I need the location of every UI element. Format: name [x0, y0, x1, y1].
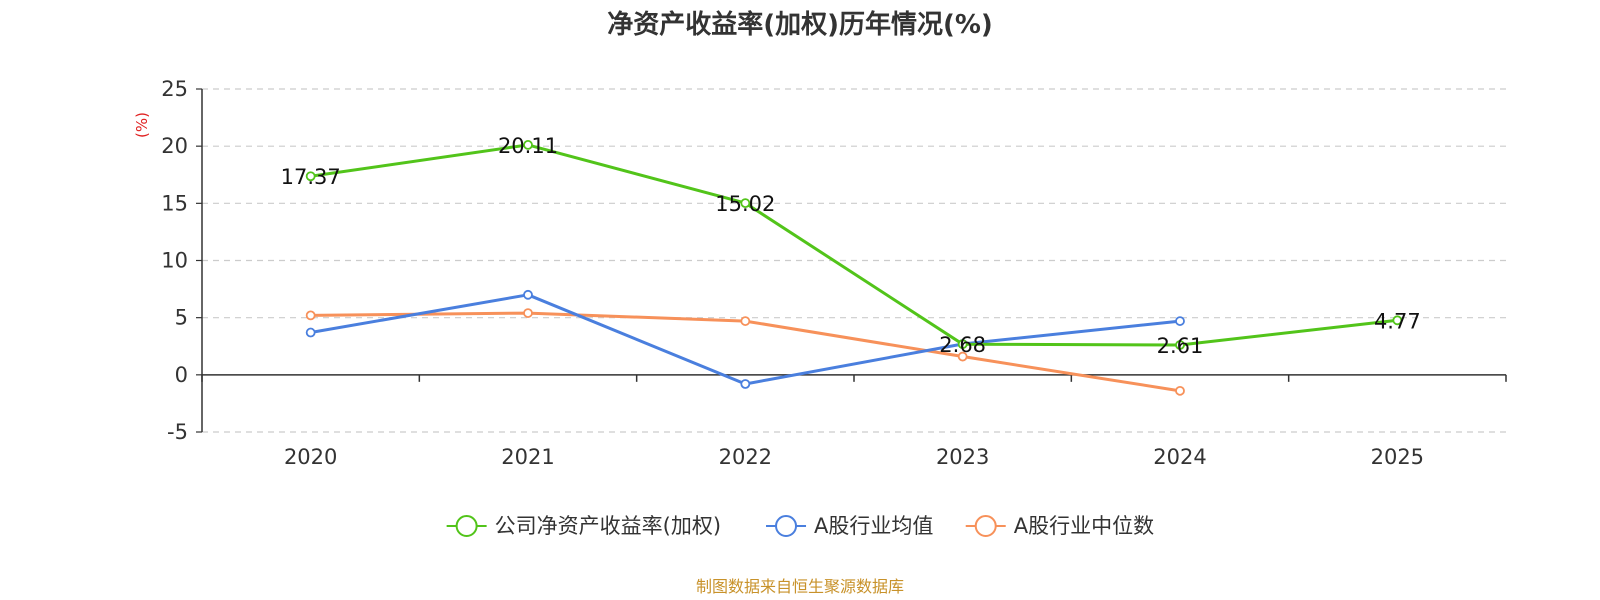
data-point[interactable]	[957, 351, 968, 362]
data-point[interactable]	[1175, 340, 1185, 350]
legend-item[interactable]: A股行业中位数	[965, 514, 1154, 538]
data-labels: 17.37 20.11 15.02 2.68 2.61 4.77	[281, 134, 1421, 358]
x-tick-label: 2025	[1371, 445, 1424, 469]
data-label: 2.61	[1157, 334, 1204, 358]
x-tick-label: 2022	[719, 445, 772, 469]
data-point[interactable]	[957, 339, 968, 350]
data-point[interactable]	[740, 316, 751, 326]
legend-marker	[775, 515, 798, 537]
data-point[interactable]	[1392, 315, 1403, 326]
data-point[interactable]	[523, 140, 533, 150]
data-point[interactable]	[1175, 316, 1185, 326]
chart-title: 净资产收益率(加权)历年情况(%)	[607, 9, 993, 40]
data-point[interactable]	[305, 171, 316, 182]
y-tick-label: 20	[161, 134, 188, 158]
legend-marker	[455, 515, 478, 537]
data-point[interactable]	[740, 379, 751, 389]
legend-item[interactable]: A股行业均值	[766, 514, 933, 538]
x-tick-label: 2020	[284, 445, 337, 469]
x-tick-label: 2023	[936, 445, 989, 469]
y-tick-label: 10	[161, 249, 188, 273]
legend[interactable]: 公司净资产收益率(加权) A股行业均值 A股行业中位数	[446, 514, 1154, 538]
data-label: 15.02	[715, 192, 775, 216]
y-tick-label: 0	[175, 363, 188, 387]
series-line	[310, 143, 1398, 347]
x-tick-label: 2024	[1153, 445, 1206, 469]
y-tick-label: 5	[175, 306, 188, 330]
legend-marker	[974, 515, 997, 537]
y-tick-label: 25	[161, 77, 188, 101]
data-point[interactable]	[740, 198, 751, 209]
x-tick-label: 2021	[501, 445, 554, 469]
y-tick-label: 15	[161, 191, 188, 215]
data-label: 4.77	[1374, 309, 1421, 333]
data-point[interactable]	[523, 289, 533, 300]
data-point[interactable]	[305, 327, 316, 338]
y-axis-label: (%)	[133, 112, 151, 138]
series-0	[305, 140, 1403, 350]
data-label: 17.37	[281, 165, 341, 189]
series-lines	[305, 140, 1403, 396]
gridlines	[202, 88, 1506, 433]
data-point[interactable]	[1175, 385, 1185, 396]
data-label: 2.68	[939, 333, 986, 357]
legend-label: 公司净资产收益率(加权)	[495, 514, 721, 538]
legend-item[interactable]: 公司净资产收益率(加权)	[446, 514, 721, 538]
series-2	[305, 308, 1185, 396]
series-1	[305, 289, 1185, 389]
legend-label: A股行业均值	[814, 514, 933, 538]
y-tick-label: -5	[167, 420, 188, 444]
data-point[interactable]	[305, 310, 316, 321]
data-source-note: 制图数据来自恒生聚源数据库	[696, 577, 904, 596]
legend-label: A股行业中位数	[1014, 514, 1154, 538]
data-point[interactable]	[523, 308, 533, 318]
data-label: 20.11	[498, 134, 558, 158]
